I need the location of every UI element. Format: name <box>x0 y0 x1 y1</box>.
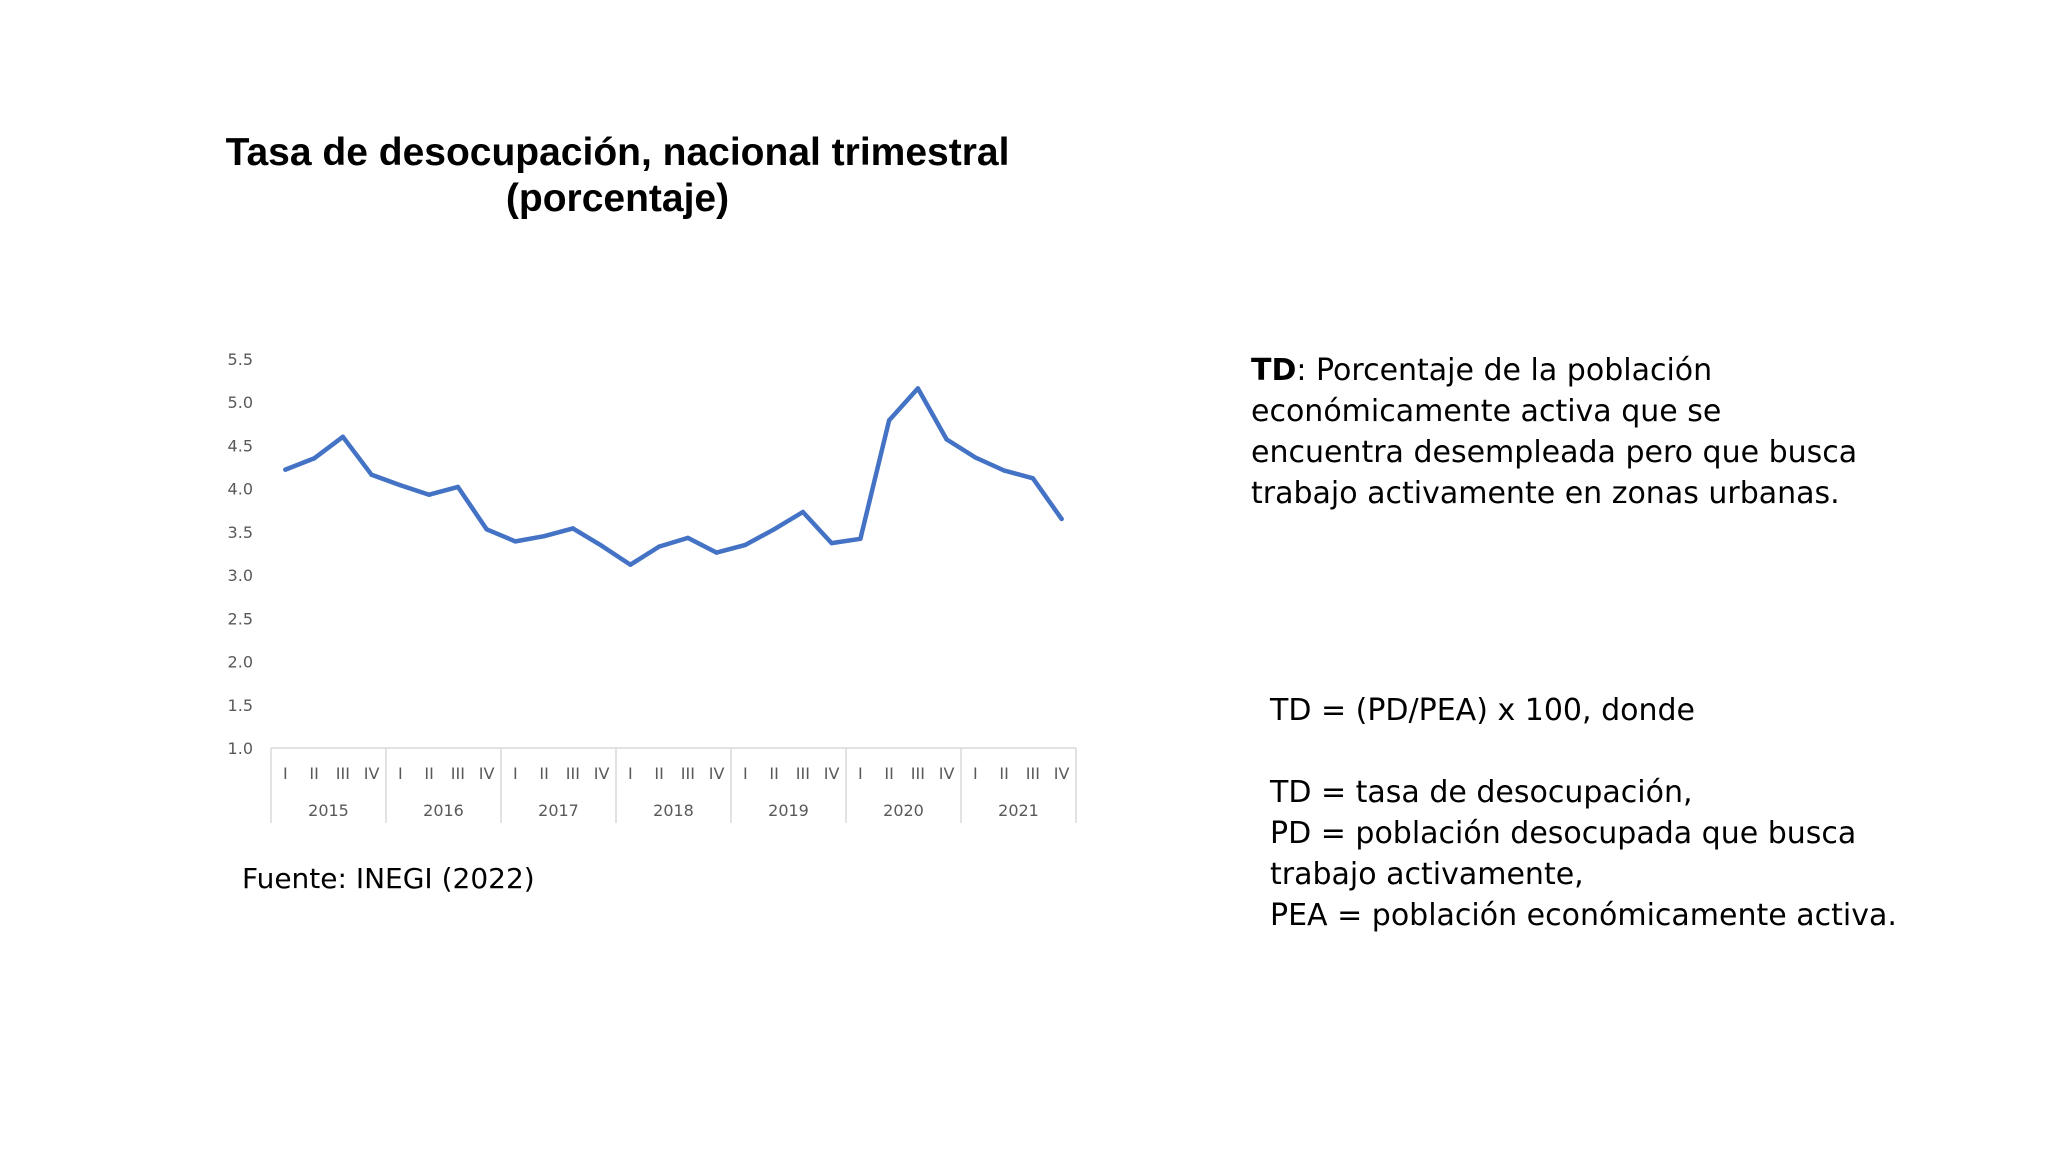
data-point <box>829 540 834 546</box>
y-tick-label: 4.0 <box>228 480 253 499</box>
quarter-tick-label: I <box>743 764 748 783</box>
quarter-tick-label: I <box>628 764 633 783</box>
quarter-tick-label: II <box>424 764 433 783</box>
data-point <box>398 483 403 488</box>
data-point <box>1001 468 1007 473</box>
quarter-tick-label: IV <box>479 764 495 783</box>
chart-title-line2: (porcentaje) <box>505 177 730 220</box>
quarter-tick-label: IV <box>1054 764 1070 783</box>
data-point <box>915 386 921 391</box>
data-point <box>886 418 892 423</box>
quarter-tick-label: III <box>451 764 465 783</box>
quarter-tick-label: IV <box>824 764 840 783</box>
quarter-tick-label: I <box>973 764 978 783</box>
year-tick-label: 2015 <box>308 801 349 820</box>
quarter-tick-label: I <box>513 764 518 783</box>
data-point <box>743 542 748 548</box>
formula-block: TD = (PD/PEA) x 100, donde TD = tasa de … <box>1270 690 1970 936</box>
td-definition: TD: Porcentaje de la población económica… <box>1251 350 1871 514</box>
data-point <box>455 484 461 490</box>
formula-line: TD = (PD/PEA) x 100, donde <box>1270 693 1695 728</box>
data-point <box>656 544 662 549</box>
quarter-tick-label: II <box>999 764 1008 783</box>
year-tick-label: 2016 <box>423 801 464 820</box>
quarter-tick-label: I <box>398 764 403 783</box>
quarter-tick-label: II <box>539 764 548 783</box>
quarter-tick-label: III <box>911 764 925 783</box>
formula-spacer <box>1270 731 1970 772</box>
data-point <box>685 535 691 541</box>
year-tick-label: 2019 <box>768 801 809 820</box>
formula-pea-line: PEA = población económicamente activa. <box>1270 898 1897 933</box>
data-point <box>771 527 777 532</box>
unemployment-line-chart: 1.01.52.02.53.03.54.04.55.05.5I II III IV I I… <box>228 350 1077 823</box>
year-tick-label: 2021 <box>998 801 1039 820</box>
quarter-tick-label: II <box>769 764 778 783</box>
chart-title-line1: Tasa de desocupación, nacional trimestra… <box>225 131 1010 174</box>
y-tick-label: 5.5 <box>228 350 253 369</box>
quarter-tick-label: I <box>283 764 288 783</box>
data-point <box>944 437 949 442</box>
data-point <box>426 492 432 497</box>
chart-title: Tasa de desocupación, nacional trimestra… <box>200 130 1035 222</box>
quarter-tick-label: III <box>681 764 695 783</box>
quarter-tick-label: IV <box>594 764 610 783</box>
data-point <box>858 536 863 542</box>
formula-td-line: TD = tasa de desocupación, <box>1270 775 1693 810</box>
y-tick-label: 3.5 <box>228 523 253 542</box>
data-point <box>714 550 719 555</box>
data-point <box>369 472 374 478</box>
quarter-tick-label: I <box>858 764 863 783</box>
y-tick-label: 4.5 <box>228 436 253 455</box>
year-tick-label: 2020 <box>883 801 924 820</box>
data-point <box>283 467 288 472</box>
series-line <box>283 386 1064 567</box>
quarter-tick-label: II <box>309 764 318 783</box>
quarter-tick-label: II <box>884 764 893 783</box>
source-note: Fuente: INEGI (2022) <box>242 862 535 895</box>
y-tick-label: 2.0 <box>228 653 253 672</box>
data-point <box>340 434 346 439</box>
definition-text: : Porcentaje de la población económicame… <box>1251 353 1858 511</box>
quarter-tick-label: II <box>654 764 663 783</box>
year-tick-label: 2017 <box>538 801 579 820</box>
quarter-tick-label: IV <box>939 764 955 783</box>
y-tick-label: 3.0 <box>228 566 253 585</box>
data-point <box>800 509 806 515</box>
y-tick-label: 2.5 <box>228 609 253 628</box>
quarter-tick-label: III <box>796 764 810 783</box>
y-tick-label: 1.0 <box>228 739 253 758</box>
quarter-tick-label: IV <box>364 764 380 783</box>
data-point <box>541 534 547 539</box>
data-point <box>570 526 576 531</box>
data-point <box>1059 516 1064 522</box>
data-point <box>513 539 518 544</box>
data-point <box>1030 476 1036 481</box>
y-tick-label: 1.5 <box>228 696 253 715</box>
quarter-tick-label: III <box>566 764 580 783</box>
data-point <box>311 456 317 461</box>
quarter-tick-label: IV <box>709 764 725 783</box>
data-point <box>973 455 978 460</box>
definition-term: TD <box>1251 353 1297 388</box>
formula-pd-line: PD = población desocupada que busca trab… <box>1270 816 1866 892</box>
data-point <box>484 527 489 532</box>
quarter-tick-label: III <box>336 764 350 783</box>
year-tick-label: 2018 <box>653 801 694 820</box>
data-point <box>628 562 633 567</box>
data-point <box>599 543 604 548</box>
y-tick-label: 5.0 <box>228 393 253 412</box>
quarter-tick-label: III <box>1026 764 1040 783</box>
